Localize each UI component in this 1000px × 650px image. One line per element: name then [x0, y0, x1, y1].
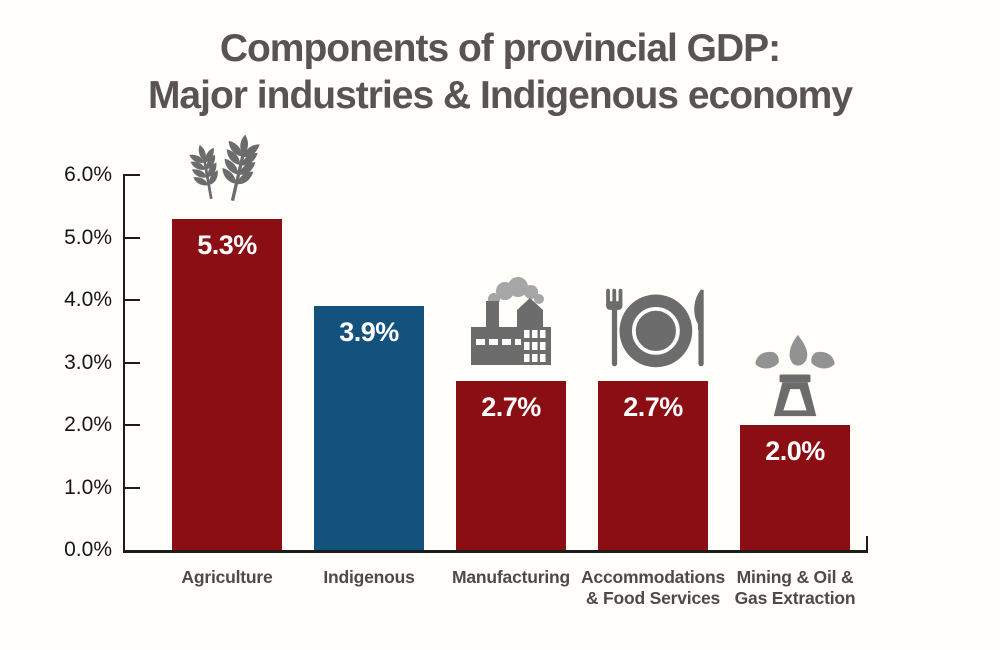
- x-axis-line: [123, 550, 868, 553]
- bar-mining-oil-gas-extraction: 2.0%: [740, 425, 850, 550]
- y-tick-label: 6.0%: [64, 163, 112, 186]
- category-label: Accommodations & Food Services: [571, 567, 735, 609]
- y-tick-label: 2.0%: [64, 413, 112, 436]
- factory-icon: [460, 272, 562, 372]
- y-axis-line: [123, 174, 125, 551]
- y-tick-mark: [125, 424, 140, 426]
- category-label: Mining & Oil & Gas Extraction: [713, 567, 877, 609]
- bar-value-label: 2.7%: [481, 392, 541, 423]
- category-label: Indigenous: [287, 567, 451, 588]
- bar-value-label: 3.9%: [339, 317, 399, 348]
- chart-title: Components of provincial GDP: Major indu…: [0, 26, 1000, 120]
- bar-manufacturing: 2.7%: [456, 381, 566, 550]
- y-tick-label: 5.0%: [64, 225, 112, 249]
- category-label-line: Accommodations: [580, 567, 726, 587]
- plate-cutlery-icon: [598, 284, 708, 372]
- bar-value-label: 5.3%: [197, 229, 257, 260]
- chart-title-line1: Components of provincial GDP:: [219, 27, 781, 70]
- bar-indigenous: 3.9%: [314, 306, 424, 550]
- category-label-line: & Food Services: [585, 588, 721, 608]
- oil-gusher-icon: [751, 331, 839, 421]
- y-tick-label: 0.0%: [64, 538, 112, 561]
- y-tick-mark: [125, 299, 140, 301]
- y-tick-mark: [125, 174, 140, 176]
- y-tick-label: 4.0%: [64, 288, 112, 311]
- category-label-line: Manufacturing: [452, 567, 570, 587]
- bar-value-label: 2.0%: [765, 436, 825, 466]
- category-label: Manufacturing: [429, 567, 593, 588]
- y-tick-mark: [125, 361, 140, 364]
- chart-title-line2: Major industries & Indigenous economy: [147, 73, 853, 117]
- wheat-icon: [179, 130, 275, 214]
- y-tick-mark: [125, 486, 140, 489]
- y-tick-label: 1.0%: [64, 475, 112, 499]
- category-label: Agriculture: [145, 567, 309, 588]
- category-label-line: Agriculture: [181, 567, 273, 587]
- bar-value-label: 2.7%: [623, 392, 683, 423]
- category-label-line: Indigenous: [323, 567, 415, 587]
- y-tick-mark: [125, 236, 140, 239]
- bar-accommodations-food-services: 2.7%: [598, 381, 708, 550]
- category-label-line: Gas Extraction: [734, 588, 856, 608]
- y-tick-label: 3.0%: [64, 350, 112, 374]
- category-label-line: Mining & Oil &: [736, 567, 854, 587]
- bar-agriculture: 5.3%: [172, 218, 282, 550]
- x-axis-end-cap: [866, 536, 868, 550]
